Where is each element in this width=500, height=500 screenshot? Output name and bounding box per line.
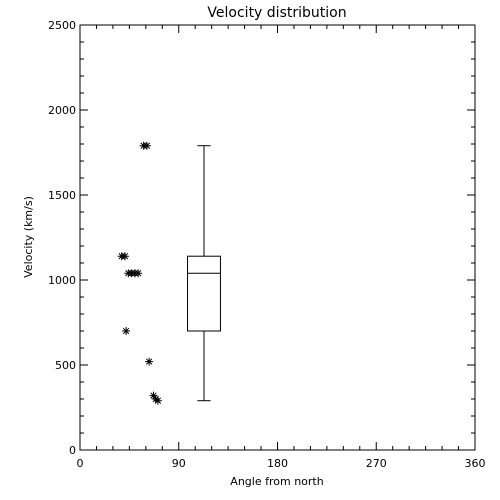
data-point	[122, 327, 131, 335]
x-tick-label: 0	[77, 457, 84, 470]
data-point	[149, 391, 158, 400]
y-tick-label: 500	[55, 359, 76, 372]
plot-frame	[79, 24, 476, 451]
x-tick-label: 270	[366, 457, 387, 470]
data-point	[142, 141, 151, 150]
y-tick-label: 1000	[48, 274, 76, 287]
boxplot	[187, 145, 221, 402]
scatter-points	[117, 141, 162, 405]
x-tick-label: 180	[267, 457, 288, 470]
data-point	[120, 252, 129, 261]
x-axis-label: Angle from north	[230, 475, 323, 488]
y-tick-label: 2000	[48, 104, 76, 117]
chart-title: Velocity distribution	[207, 5, 346, 21]
y-axis: 0 500 1000 1500 2000 2500	[48, 19, 475, 457]
x-tick-label: 360	[465, 457, 486, 470]
y-tick-label: 2500	[48, 19, 76, 32]
data-point	[134, 269, 143, 278]
box-iqr	[187, 255, 221, 332]
y-tick-label: 1500	[48, 189, 76, 202]
x-tick-label: 90	[172, 457, 186, 470]
x-axis: 0 90 180 270 360	[77, 25, 486, 470]
y-tick-label: 0	[69, 444, 76, 457]
data-point	[145, 357, 154, 366]
data-point	[153, 396, 162, 405]
y-axis-label: Velocity (km/s)	[22, 196, 35, 278]
